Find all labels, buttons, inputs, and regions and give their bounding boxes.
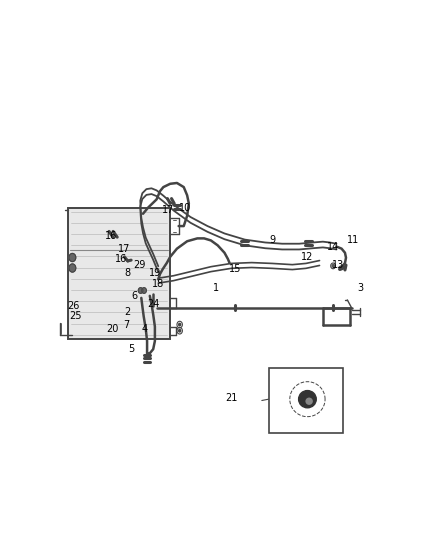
Text: 1: 1 — [213, 282, 219, 293]
Text: 17: 17 — [162, 205, 175, 215]
Text: 22: 22 — [307, 410, 319, 420]
Text: 19: 19 — [149, 268, 161, 278]
Text: 12: 12 — [301, 252, 314, 262]
Text: 4: 4 — [141, 324, 148, 334]
Text: 15: 15 — [229, 264, 241, 274]
Text: 11: 11 — [347, 236, 360, 245]
Text: 21: 21 — [225, 393, 237, 403]
Circle shape — [69, 253, 76, 262]
Text: 20: 20 — [106, 324, 119, 334]
Text: 16: 16 — [105, 231, 117, 241]
Text: 6: 6 — [131, 291, 138, 301]
Text: 9: 9 — [269, 236, 275, 245]
Bar — [268, 368, 343, 433]
Circle shape — [179, 324, 181, 326]
Ellipse shape — [299, 391, 316, 408]
Text: 13: 13 — [332, 260, 344, 270]
Text: 3: 3 — [357, 282, 363, 293]
Circle shape — [69, 264, 76, 272]
Circle shape — [138, 288, 143, 293]
Text: 7: 7 — [123, 320, 129, 329]
Text: 8: 8 — [125, 268, 131, 278]
Text: 26: 26 — [67, 301, 80, 311]
Text: 10: 10 — [179, 203, 191, 213]
Text: 16: 16 — [115, 254, 127, 264]
Text: 14: 14 — [327, 241, 339, 252]
Text: 18: 18 — [152, 279, 164, 288]
Text: 24: 24 — [147, 299, 159, 309]
Text: 29: 29 — [134, 260, 146, 270]
Text: 2: 2 — [124, 307, 131, 317]
Text: 17: 17 — [118, 244, 131, 254]
Text: 25: 25 — [70, 311, 82, 321]
Bar — [68, 207, 170, 339]
Circle shape — [332, 265, 334, 267]
Circle shape — [141, 288, 146, 293]
Ellipse shape — [305, 398, 313, 405]
Text: 5: 5 — [128, 344, 134, 354]
Text: 23: 23 — [297, 391, 309, 401]
Circle shape — [179, 329, 181, 332]
